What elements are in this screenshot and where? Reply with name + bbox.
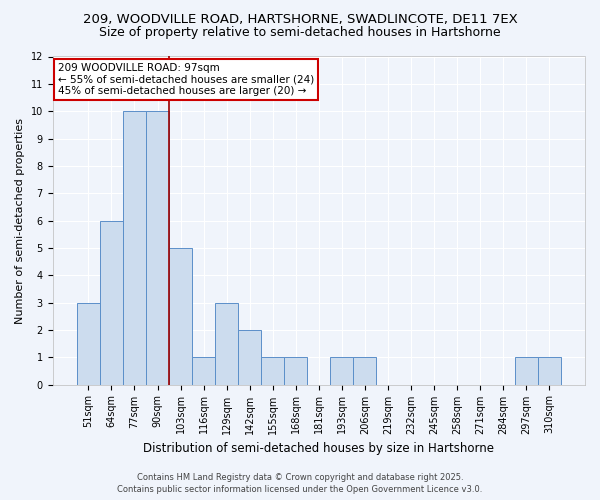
Bar: [331, 357, 353, 384]
Bar: [261, 357, 284, 384]
Bar: [123, 111, 146, 384]
Y-axis label: Number of semi-detached properties: Number of semi-detached properties: [15, 118, 25, 324]
Bar: [146, 111, 169, 384]
Bar: [169, 248, 192, 384]
Bar: [353, 357, 376, 384]
Text: 209 WOODVILLE ROAD: 97sqm
← 55% of semi-detached houses are smaller (24)
45% of : 209 WOODVILLE ROAD: 97sqm ← 55% of semi-…: [58, 63, 314, 96]
Bar: [515, 357, 538, 384]
Bar: [238, 330, 261, 384]
Bar: [77, 302, 100, 384]
X-axis label: Distribution of semi-detached houses by size in Hartshorne: Distribution of semi-detached houses by …: [143, 442, 494, 455]
Bar: [192, 357, 215, 384]
Text: Size of property relative to semi-detached houses in Hartshorne: Size of property relative to semi-detach…: [99, 26, 501, 39]
Text: Contains HM Land Registry data © Crown copyright and database right 2025.
Contai: Contains HM Land Registry data © Crown c…: [118, 472, 482, 494]
Bar: [538, 357, 561, 384]
Bar: [215, 302, 238, 384]
Text: 209, WOODVILLE ROAD, HARTSHORNE, SWADLINCOTE, DE11 7EX: 209, WOODVILLE ROAD, HARTSHORNE, SWADLIN…: [83, 12, 517, 26]
Bar: [100, 220, 123, 384]
Bar: [284, 357, 307, 384]
